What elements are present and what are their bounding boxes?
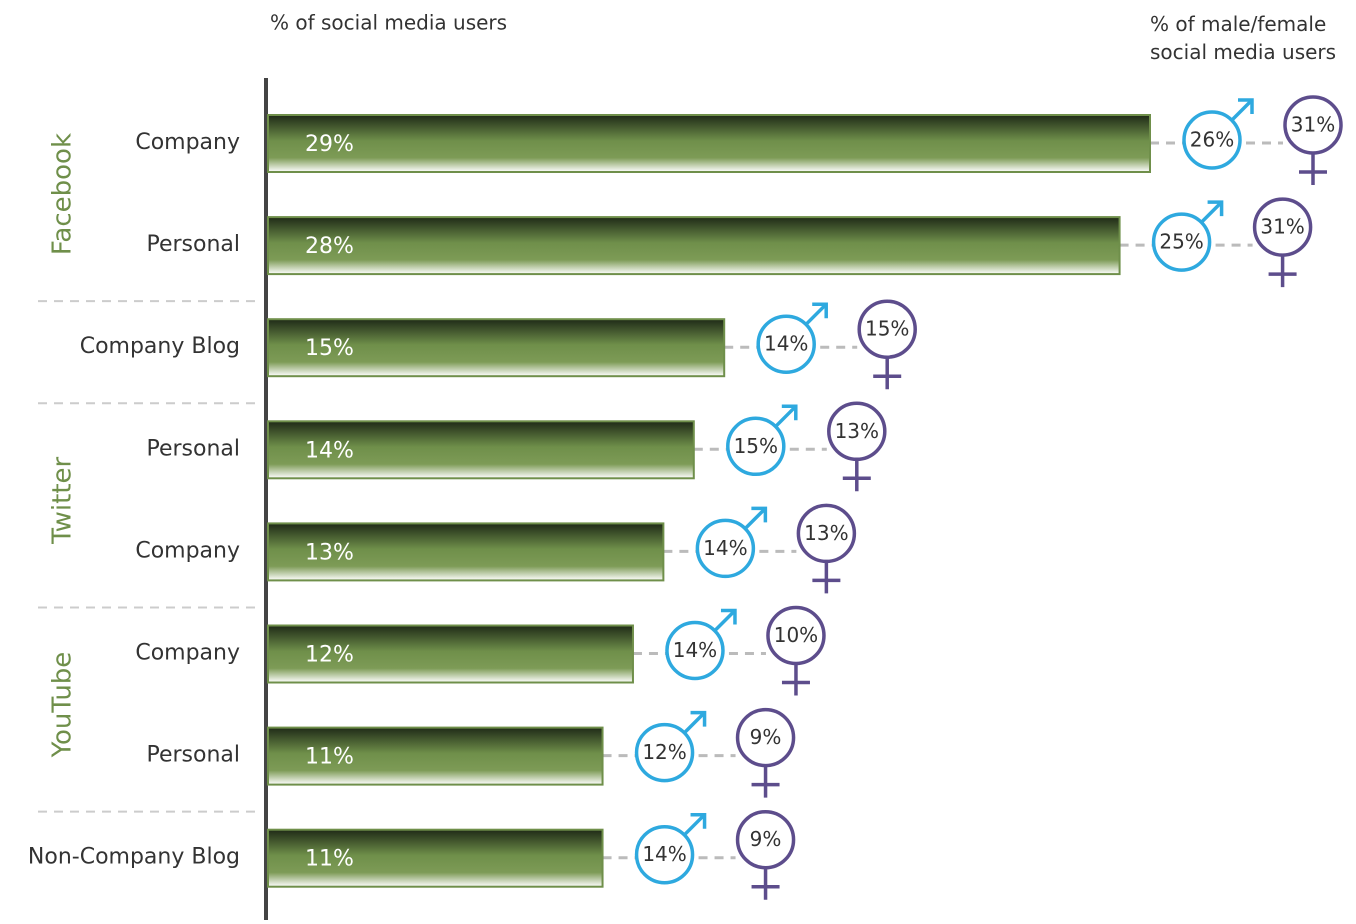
category-label: Company [135, 641, 240, 666]
female-cross [751, 867, 780, 900]
bar [267, 624, 634, 684]
female-cross [1299, 153, 1327, 185]
value-label: 15% [305, 336, 354, 361]
value-label: 12% [305, 643, 354, 668]
male-marker [1151, 212, 1212, 272]
bar [267, 216, 1121, 276]
male-marker [695, 518, 756, 579]
male-arrow [744, 506, 768, 530]
male-marker [726, 416, 786, 477]
female-cross [781, 663, 810, 696]
male-marker [756, 314, 816, 374]
value-label: 29% [305, 132, 354, 157]
male-label: 14% [673, 638, 717, 662]
male-marker [665, 620, 725, 681]
female-cross [1268, 255, 1297, 288]
male-label: 15% [734, 434, 778, 458]
male-arrow [1230, 98, 1254, 122]
gender-label: % of male/female social media users [1150, 12, 1337, 64]
value-label: 28% [305, 234, 354, 259]
female-label: 31% [1291, 113, 1335, 137]
male-label: 26% [1190, 128, 1234, 152]
bar [267, 318, 726, 378]
male-arrow [774, 404, 798, 428]
bar [267, 522, 665, 582]
female-cross [873, 357, 902, 390]
value-label: 14% [305, 438, 354, 463]
female-cross [751, 765, 780, 798]
group-label: YouTube [48, 652, 78, 759]
bar [267, 114, 1151, 173]
value-label: 11% [305, 745, 354, 770]
male-label: 14% [703, 536, 747, 560]
category-label: Personal [146, 436, 240, 461]
male-label: 12% [642, 740, 686, 764]
male-label: 25% [1159, 230, 1203, 254]
category-label: Non-Company Blog [28, 845, 240, 870]
male-arrow [804, 302, 828, 326]
bar [267, 420, 695, 480]
value-label: 11% [305, 847, 354, 872]
male-marker [634, 824, 695, 885]
value-label: 13% [305, 540, 354, 565]
category-label: Company [135, 538, 240, 563]
female-label: 31% [1260, 215, 1304, 239]
male-label: 14% [642, 842, 686, 866]
bar [267, 726, 604, 786]
female-label: 10% [774, 623, 818, 647]
male-label: 14% [764, 332, 808, 356]
male-arrow [683, 710, 707, 734]
female-cross [812, 561, 841, 594]
female-label: 13% [804, 521, 848, 545]
female-label: 9% [750, 725, 782, 749]
axis-label: % of social media users [270, 11, 507, 35]
female-label: 13% [835, 419, 879, 443]
male-marker [1182, 110, 1242, 170]
male-arrow [1200, 200, 1224, 224]
male-arrow [683, 812, 707, 836]
group-label: Facebook [48, 133, 78, 255]
category-label: Personal [146, 232, 240, 257]
male-marker [634, 722, 695, 783]
female-label: 15% [865, 317, 909, 341]
group-label: Twitter [48, 456, 78, 544]
bar [267, 828, 604, 888]
female-cross [842, 459, 871, 492]
category-label: Company [135, 130, 240, 155]
category-label: Company Blog [80, 334, 240, 359]
female-label: 9% [750, 827, 782, 851]
male-arrow [713, 608, 737, 632]
category-label: Personal [146, 743, 240, 768]
